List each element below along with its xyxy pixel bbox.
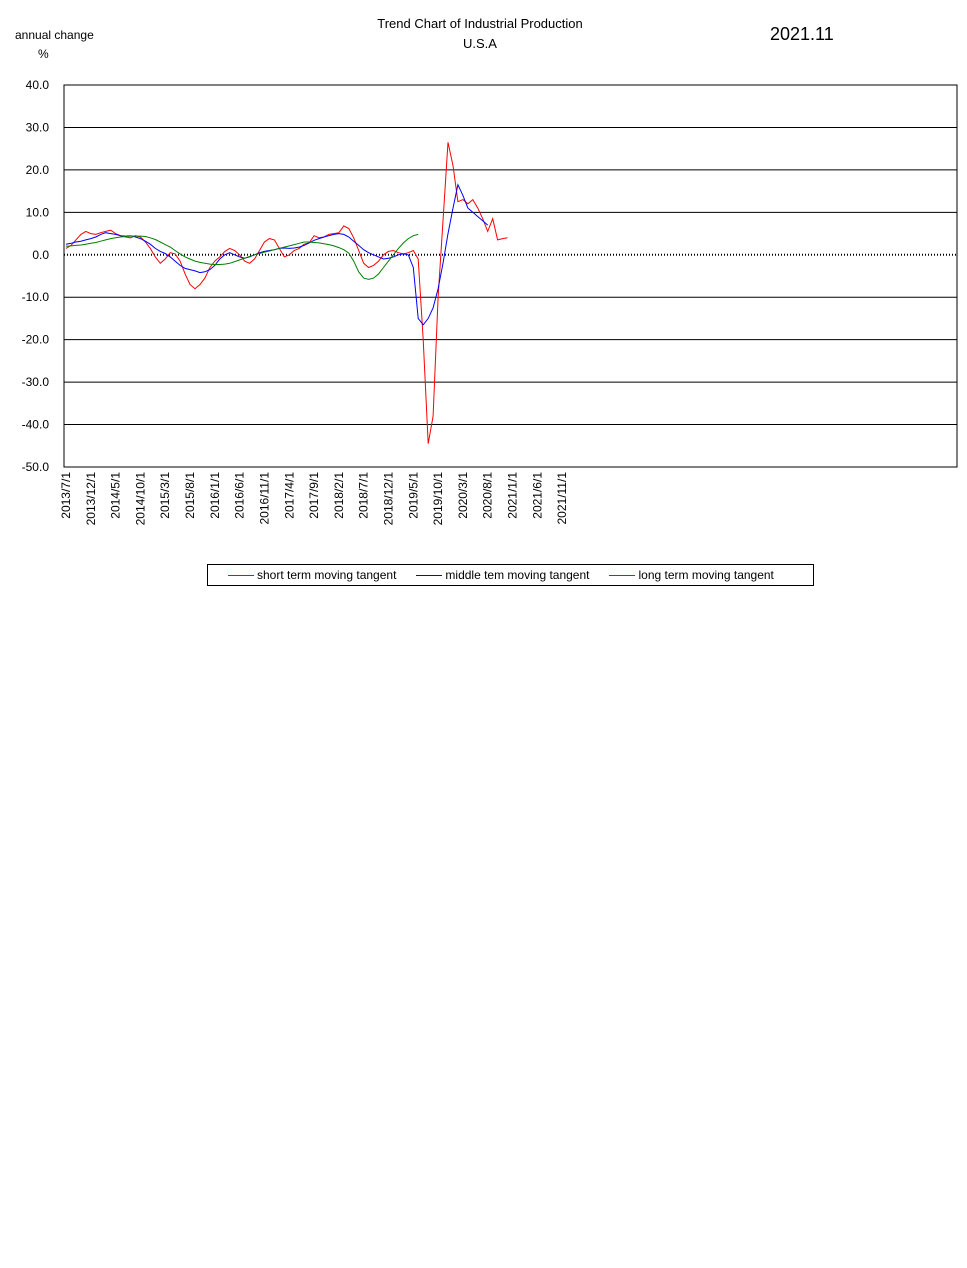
x-tick-label: 2016/11/1 — [257, 472, 271, 525]
x-tick-label: 2013/12/1 — [84, 472, 98, 526]
report-date: 2021.11 — [770, 24, 834, 44]
legend-label-long: long term moving tangent — [638, 568, 774, 582]
y-tick-labels: 40.0 30.0 20.0 10.0 0.0 -10.0 -20.0 -30.0 -40.0 -… — [22, 78, 50, 474]
x-tick-label: 2021/11/1 — [555, 472, 569, 525]
legend-swatch-middle — [416, 574, 443, 576]
y-tick-label: 10.0 — [26, 205, 50, 219]
x-tick-label: 2015/8/1 — [183, 472, 197, 519]
chart-title: Trend Chart of Industrial Production — [377, 16, 583, 31]
x-tick-label: 2021/6/1 — [530, 472, 544, 519]
y-axis-percent-label: % — [38, 47, 49, 61]
x-tick-label: 2018/12/1 — [381, 472, 395, 526]
x-tick-label: 2014/5/1 — [109, 472, 123, 519]
x-tick-label: 2017/4/1 — [282, 472, 296, 519]
series-line-long — [65, 233, 419, 280]
x-tick-label: 2019/5/1 — [406, 472, 420, 519]
x-tick-label: 2016/1/1 — [208, 472, 222, 519]
legend-item-middle: middle tem moving tangent — [416, 568, 589, 582]
x-tick-label: 2021/1/1 — [506, 472, 520, 519]
x-tick-label: 2018/7/1 — [357, 472, 371, 519]
x-tick-label: 2015/3/1 — [158, 472, 172, 519]
y-tick-label: -40.0 — [22, 418, 50, 432]
series-layer — [65, 142, 508, 444]
x-tick-label: 2014/10/1 — [133, 472, 147, 526]
y-tick-label: -30.0 — [22, 375, 50, 389]
legend-label-middle: middle tem moving tangent — [445, 568, 590, 582]
plot-frame — [63, 84, 958, 468]
y-tick-label: -10.0 — [22, 290, 50, 304]
y-tick-label: 0.0 — [32, 248, 49, 262]
y-tick-label: -20.0 — [22, 333, 50, 347]
y-tick-label: 30.0 — [26, 120, 50, 134]
y-tick-label: -50.0 — [22, 460, 50, 474]
legend-item-long: long term moving tangent — [609, 568, 774, 582]
legend-item-short: short term moving tangent — [228, 568, 396, 582]
y-tick-label: 40.0 — [26, 78, 50, 92]
legend-swatch-short — [228, 574, 254, 576]
line-chart: 40.0 30.0 20.0 10.0 0.0 -10.0 -20.0 -30.0 -40.0 -… — [22, 78, 958, 526]
x-tick-label: 2016/6/1 — [233, 472, 247, 519]
chart-legend: short term moving tangent middle tem mov… — [207, 564, 814, 586]
x-tick-label: 2017/9/1 — [307, 472, 321, 519]
y-tick-label: 20.0 — [26, 163, 50, 177]
x-tick-label: 2018/2/1 — [332, 472, 346, 519]
series-line-short — [65, 142, 508, 444]
legend-swatch-long — [609, 574, 636, 576]
grid-layer — [63, 84, 958, 468]
x-tick-label: 2013/7/1 — [59, 472, 73, 519]
x-tick-label: 2020/3/1 — [456, 472, 470, 519]
x-tick-labels: 2013/7/1 2013/12/1 2014/5/1 2014/10/1 2015/3… — [59, 472, 569, 526]
x-tick-label: 2020/8/1 — [481, 472, 495, 519]
x-tick-label: 2019/10/1 — [431, 472, 445, 526]
chart-subtitle: U.S.A — [463, 36, 497, 51]
legend-label-short: short term moving tangent — [257, 568, 397, 582]
y-axis-unit-label: annual change — [15, 28, 94, 42]
